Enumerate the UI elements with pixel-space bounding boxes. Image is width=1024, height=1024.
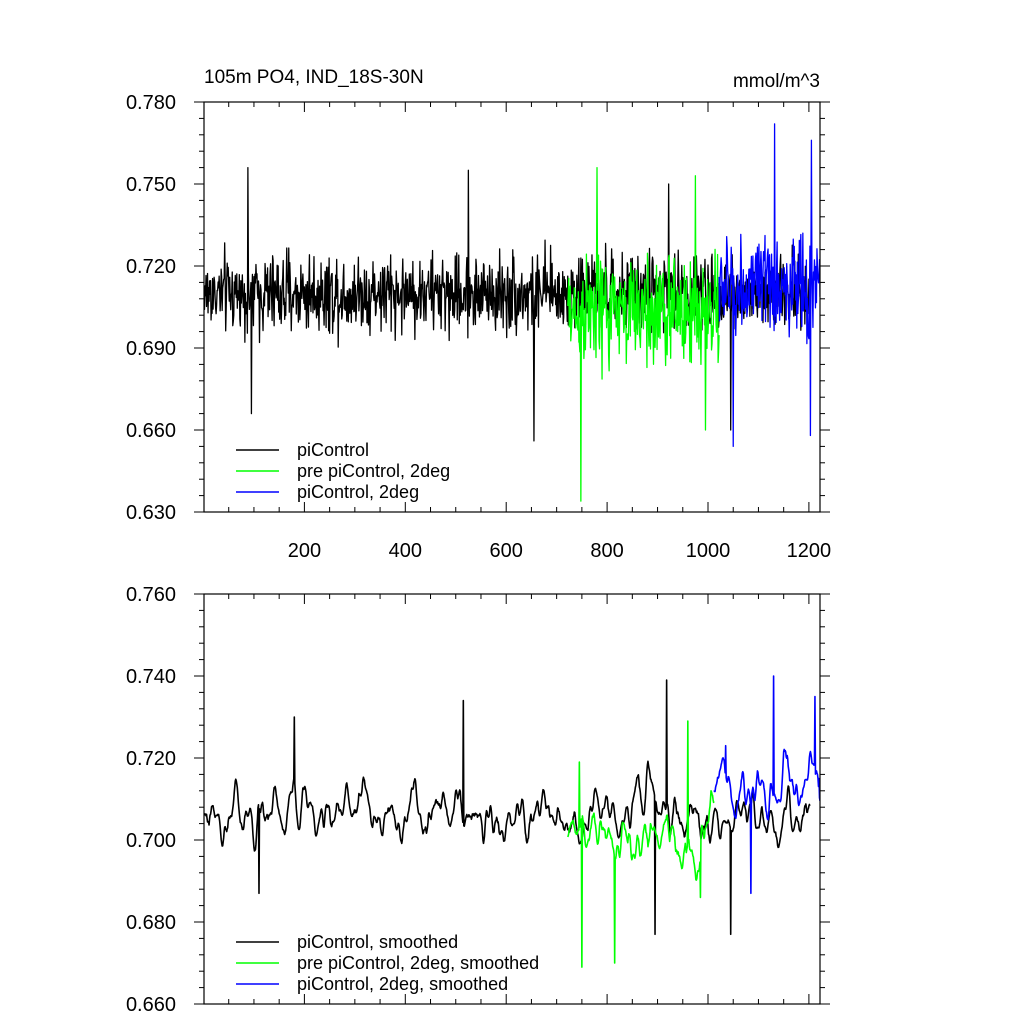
top-plot-frame: [203, 101, 821, 513]
legend-label: piControl: [297, 440, 369, 460]
top-panel-title: 105m PO4, IND_18S-30N: [204, 67, 424, 88]
x-tick-label: 400: [389, 540, 422, 562]
legend-label: pre piControl, 2deg: [297, 461, 450, 481]
y-tick-label: 0.720: [126, 748, 176, 770]
top-series-group: [204, 123, 820, 502]
legend-label: piControl, 2deg: [297, 482, 419, 502]
y-tick-label: 0.700: [126, 830, 176, 852]
y-tick-label: 0.740: [126, 666, 176, 688]
top-panel: 105m PO4, IND_18S-30N mmol/m^3 200 400 600…: [126, 67, 831, 562]
series-line-2: [567, 166, 720, 502]
y-tick-label: 0.660: [126, 994, 176, 1016]
series-line-3: [713, 675, 820, 895]
top-panel-units: mmol/m^3: [733, 71, 820, 92]
y-tick-label: 0.750: [126, 174, 176, 196]
x-tick-label: 600: [490, 540, 523, 562]
y-tick-label: 0.780: [126, 92, 176, 114]
top-axes: 200 400 600 800 1000 1200 0.630 0.660 0.690 0.720…: [126, 92, 831, 562]
legend-label: piControl, 2deg, smoothed: [297, 974, 508, 994]
series-line-1: [204, 679, 811, 936]
y-tick-label: 0.680: [126, 912, 176, 934]
x-tick-label: 1200: [787, 540, 832, 562]
y-tick-label: 0.760: [126, 584, 176, 606]
x-tick-label: 800: [590, 540, 623, 562]
y-tick-label: 0.690: [126, 338, 176, 360]
x-tick-label: 1000: [686, 540, 731, 562]
series-line-1: [204, 166, 811, 442]
y-tick-label: 0.660: [126, 420, 176, 442]
series-line-3: [718, 123, 820, 448]
legend-label: pre piControl, 2deg, smoothed: [297, 953, 539, 973]
x-tick-label: 200: [288, 540, 321, 562]
legend-label: piControl, smoothed: [297, 932, 458, 952]
bottom-plot-frame: [203, 593, 821, 1005]
y-tick-label: 0.630: [126, 502, 176, 524]
bottom-axes: 0.660 0.680 0.700 0.720 0.740 0.760: [126, 584, 830, 1016]
bottom-series-group: [204, 675, 820, 968]
y-tick-label: 0.720: [126, 256, 176, 278]
series-line-2: [567, 720, 715, 968]
bottom-panel: 0.660 0.680 0.700 0.720 0.740 0.760 piControl…: [126, 584, 830, 1016]
